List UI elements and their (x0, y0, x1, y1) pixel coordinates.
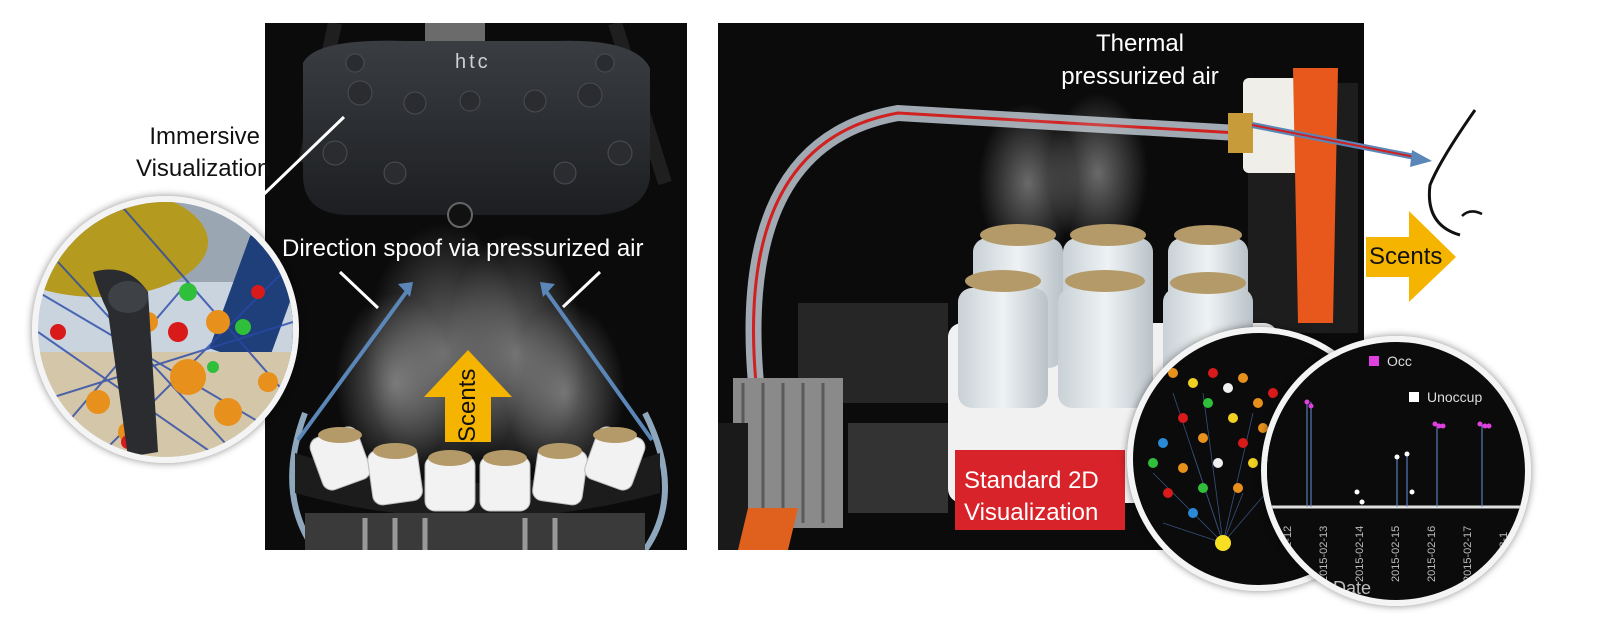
legend-unoccupied: Unoccup (1427, 389, 1482, 405)
direction-spoof-label: Direction spoof via pressurized air (282, 235, 644, 262)
standard-2d-label: Standard 2D Visualization (964, 465, 1099, 529)
immersive-line-1: Immersive (149, 123, 260, 150)
immersive-line-2: Visualization (136, 155, 271, 182)
occupancy-timeline: Occ Unoccup 2015-02-12 2015-02-13 2015-0… (1267, 342, 1525, 600)
standard-2d-line-2: Visualization (964, 499, 1099, 526)
standard-2d-line-1: Standard 2D (964, 467, 1099, 494)
standard-2d-label-bg (955, 450, 1125, 530)
htc-logo: htc (455, 51, 491, 73)
heatsink (733, 378, 843, 528)
date-tick-6: 2015-02-1 (1498, 532, 1510, 582)
legend-occupied: Occ (1387, 353, 1412, 369)
axis-label-date: Date (1333, 578, 1371, 598)
date-tick-5: 2015-02-17 (1462, 526, 1474, 582)
timeline-chart-inset: Occ Unoccup 2015-02-12 2015-02-13 2015-0… (1261, 336, 1531, 606)
date-tick-2: 2015-02-14 (1354, 526, 1366, 582)
scents-label-left: Scents (454, 368, 481, 442)
nose-sketch-icon (1427, 109, 1477, 237)
headset-photo: htc (265, 23, 687, 550)
thermal-air-label: Thermal pressurized air (1052, 27, 1228, 93)
thermal-line-2: pressurized air (1061, 63, 1219, 90)
thermal-line-1: Thermal (1095, 30, 1185, 57)
headset-scene: htc (289, 23, 672, 550)
heater-pad (1293, 68, 1338, 323)
front-camera-icon (447, 202, 473, 228)
thermal-air-arrowhead (1410, 150, 1432, 167)
immersive-vr-inset (32, 196, 299, 463)
scents-label-right: Scents (1369, 243, 1443, 270)
date-tick-3: 2015-02-15 (1390, 526, 1402, 582)
vr-scene (38, 202, 293, 457)
date-tick-4: 2015-02-16 (1426, 526, 1438, 582)
unoccupied-legend-swatch (1409, 392, 1419, 402)
date-tick-1: 2015-02-13 (1318, 526, 1330, 582)
immersive-visualization-label: Immersive Visualization (136, 121, 271, 185)
occupied-legend-swatch (1369, 356, 1379, 366)
vr-controller (93, 269, 158, 457)
